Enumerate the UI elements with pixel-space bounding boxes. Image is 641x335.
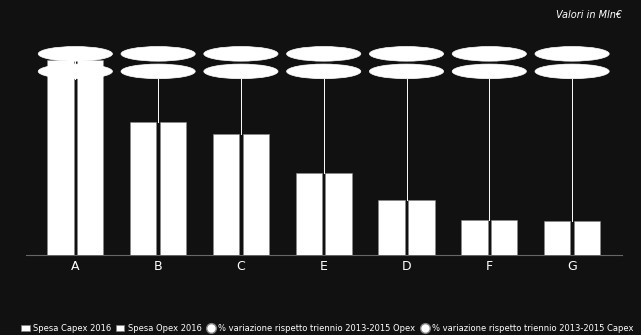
Bar: [544, 221, 570, 255]
Ellipse shape: [287, 47, 361, 61]
Bar: [296, 173, 322, 255]
Bar: [242, 134, 269, 255]
Bar: [213, 134, 239, 255]
Bar: [326, 173, 352, 255]
Bar: [47, 60, 74, 255]
Ellipse shape: [535, 64, 609, 79]
Text: Valori in Mln€: Valori in Mln€: [556, 10, 622, 20]
Bar: [160, 122, 187, 255]
Bar: [574, 221, 600, 255]
Bar: [77, 60, 103, 255]
Ellipse shape: [204, 47, 278, 61]
Bar: [378, 200, 405, 255]
Ellipse shape: [452, 47, 526, 61]
Ellipse shape: [121, 64, 196, 79]
Ellipse shape: [38, 47, 112, 61]
Ellipse shape: [369, 64, 444, 79]
Bar: [491, 219, 517, 255]
Legend: Spesa Capex 2016, Spesa Opex 2016, % variazione rispetto triennio 2013-2015 Opex: Spesa Capex 2016, Spesa Opex 2016, % var…: [18, 321, 637, 335]
Ellipse shape: [121, 47, 196, 61]
Bar: [408, 200, 435, 255]
Ellipse shape: [38, 64, 112, 79]
Ellipse shape: [287, 64, 361, 79]
Ellipse shape: [535, 47, 609, 61]
Bar: [461, 219, 488, 255]
Ellipse shape: [452, 64, 526, 79]
Bar: [130, 122, 156, 255]
Ellipse shape: [369, 47, 444, 61]
Ellipse shape: [204, 64, 278, 79]
